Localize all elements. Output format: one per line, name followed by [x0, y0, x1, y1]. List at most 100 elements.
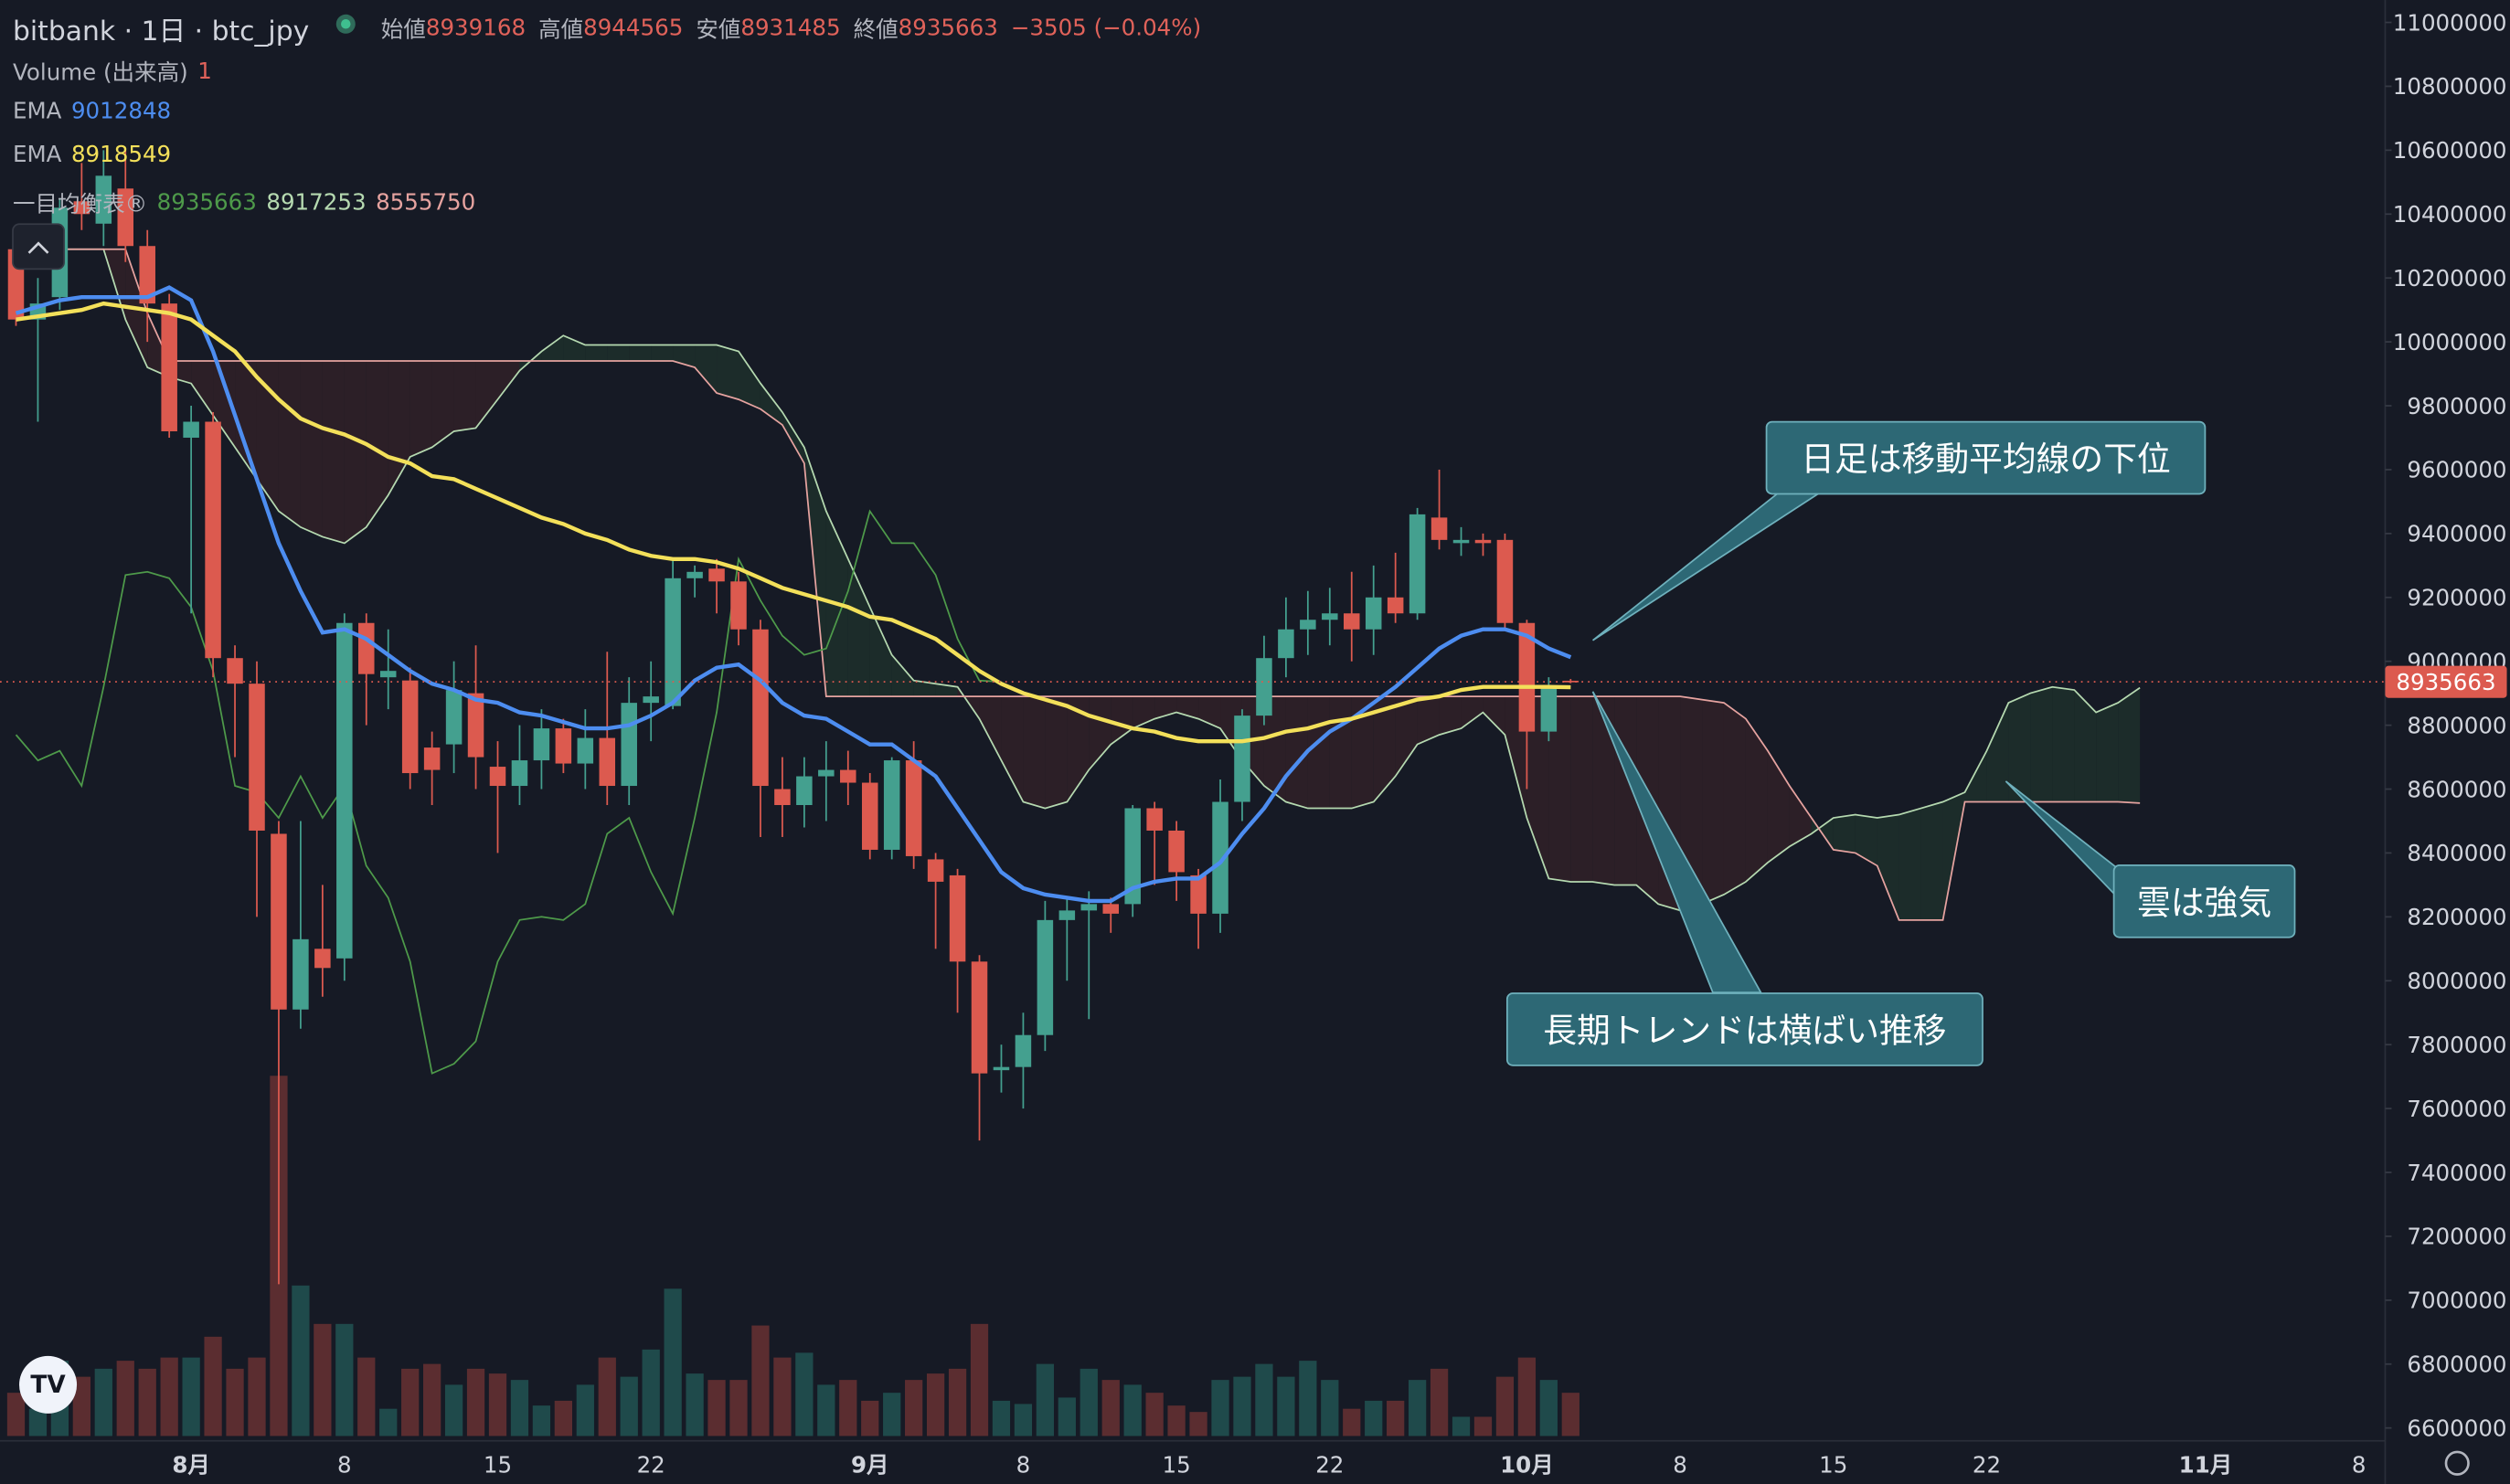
candle-body — [183, 421, 199, 438]
volume-bar — [226, 1368, 244, 1436]
cloud — [1723, 703, 1746, 895]
settings-icon[interactable] — [2444, 1450, 2470, 1476]
candle-body — [1278, 629, 1294, 659]
cloud — [1877, 814, 1899, 920]
cloud — [1045, 696, 1068, 809]
cloud — [1395, 696, 1418, 777]
volume-bar — [1539, 1380, 1558, 1436]
ema-legend: EMA 8918549 — [13, 143, 171, 168]
cloud — [2118, 687, 2141, 803]
candle-body — [1409, 514, 1426, 614]
cloud — [235, 361, 257, 480]
candle-body — [205, 421, 221, 659]
volume-bar — [926, 1373, 945, 1436]
candle-body — [249, 684, 265, 831]
y-tick-label: 10000000 — [2393, 329, 2507, 355]
candle-body — [271, 833, 287, 1010]
x-tick-label: 22 — [637, 1452, 665, 1479]
candle-body — [840, 769, 856, 783]
ema-label: EMA — [13, 99, 62, 125]
plot-area — [0, 150, 2386, 1436]
cloud — [191, 361, 214, 416]
candle-body — [861, 782, 878, 850]
volume-bar — [948, 1368, 967, 1436]
volume-bar — [1036, 1363, 1055, 1436]
cloud — [869, 607, 892, 697]
volume-bar — [379, 1408, 398, 1436]
cloud — [322, 361, 345, 544]
volume-bar — [1517, 1357, 1537, 1436]
ema-label: EMA — [13, 142, 62, 168]
volume-bar — [357, 1357, 376, 1436]
cloud — [1526, 696, 1549, 879]
volume-bar — [72, 1376, 90, 1436]
volume-bar — [1343, 1408, 1361, 1436]
status-dot-inner — [341, 19, 351, 29]
cloud — [629, 344, 652, 362]
cloud — [1263, 696, 1286, 802]
candle-body — [1540, 686, 1558, 732]
tv-logo[interactable] — [19, 1355, 78, 1414]
cloud — [563, 335, 586, 362]
volume-bar — [686, 1373, 704, 1436]
candle-body — [1343, 613, 1360, 630]
volume-label: Volume (出来高) — [13, 60, 188, 87]
volume-bar — [554, 1400, 572, 1436]
volume-bar — [94, 1368, 112, 1436]
candle-body — [117, 188, 134, 247]
y-tick-label: 8400000 — [2407, 840, 2506, 866]
volume-bar — [729, 1380, 748, 1436]
volume-bar — [1452, 1416, 1471, 1436]
open-label: 始値 — [380, 16, 426, 43]
ichimoku-value: 8917253 — [266, 190, 367, 217]
candle-body — [227, 658, 243, 684]
candle-body — [1322, 613, 1338, 620]
cloud — [979, 696, 1002, 761]
y-tick-label: 9600000 — [2407, 457, 2506, 483]
volume-legend: Volume (出来高) 1 — [13, 56, 212, 88]
volume-bar — [992, 1400, 1011, 1436]
volume-value: 1 — [197, 58, 212, 85]
cloud — [1964, 750, 1987, 802]
candle-body — [1124, 808, 1141, 905]
candle-body — [1430, 517, 1448, 540]
y-tick-label: 10600000 — [2393, 137, 2507, 164]
x-tick-label: 8 — [1673, 1452, 1687, 1479]
volume-bar — [160, 1357, 178, 1436]
candle-body — [1256, 658, 1272, 716]
collapse-button[interactable] — [12, 223, 65, 270]
candle-body — [533, 728, 550, 761]
cloud — [1855, 814, 1877, 866]
candle-body — [883, 760, 900, 850]
y-tick-label: 7000000 — [2407, 1288, 2506, 1314]
change: −3505 (−0.04%) — [1010, 15, 1202, 41]
cloud — [1001, 696, 1024, 802]
cloud — [1548, 696, 1571, 882]
volume-bar — [182, 1357, 200, 1436]
cloud — [213, 361, 236, 448]
cloud — [891, 654, 914, 697]
volume-bar — [707, 1380, 726, 1436]
candle-body — [1102, 904, 1120, 914]
volume-bar — [28, 1408, 48, 1436]
price-label-bg — [2385, 665, 2507, 698]
volume-bar — [423, 1363, 441, 1436]
y-tick-label: 6600000 — [2407, 1415, 2506, 1441]
cloud — [1570, 696, 1593, 882]
cloud — [1089, 696, 1111, 770]
cloud — [1986, 703, 2009, 802]
candle-body — [1212, 801, 1228, 914]
ichimoku-value: 8935663 — [156, 190, 257, 217]
candle-body — [643, 696, 659, 704]
volume-bar — [795, 1352, 814, 1436]
candle-body — [752, 629, 769, 787]
cloud — [913, 680, 936, 697]
cloud — [1898, 808, 1921, 920]
candle-body — [577, 737, 594, 764]
candle-body — [621, 703, 637, 787]
volume-bar — [817, 1384, 835, 1436]
x-tick-label: 11月 — [2179, 1452, 2233, 1479]
volume-bar — [510, 1380, 529, 1436]
